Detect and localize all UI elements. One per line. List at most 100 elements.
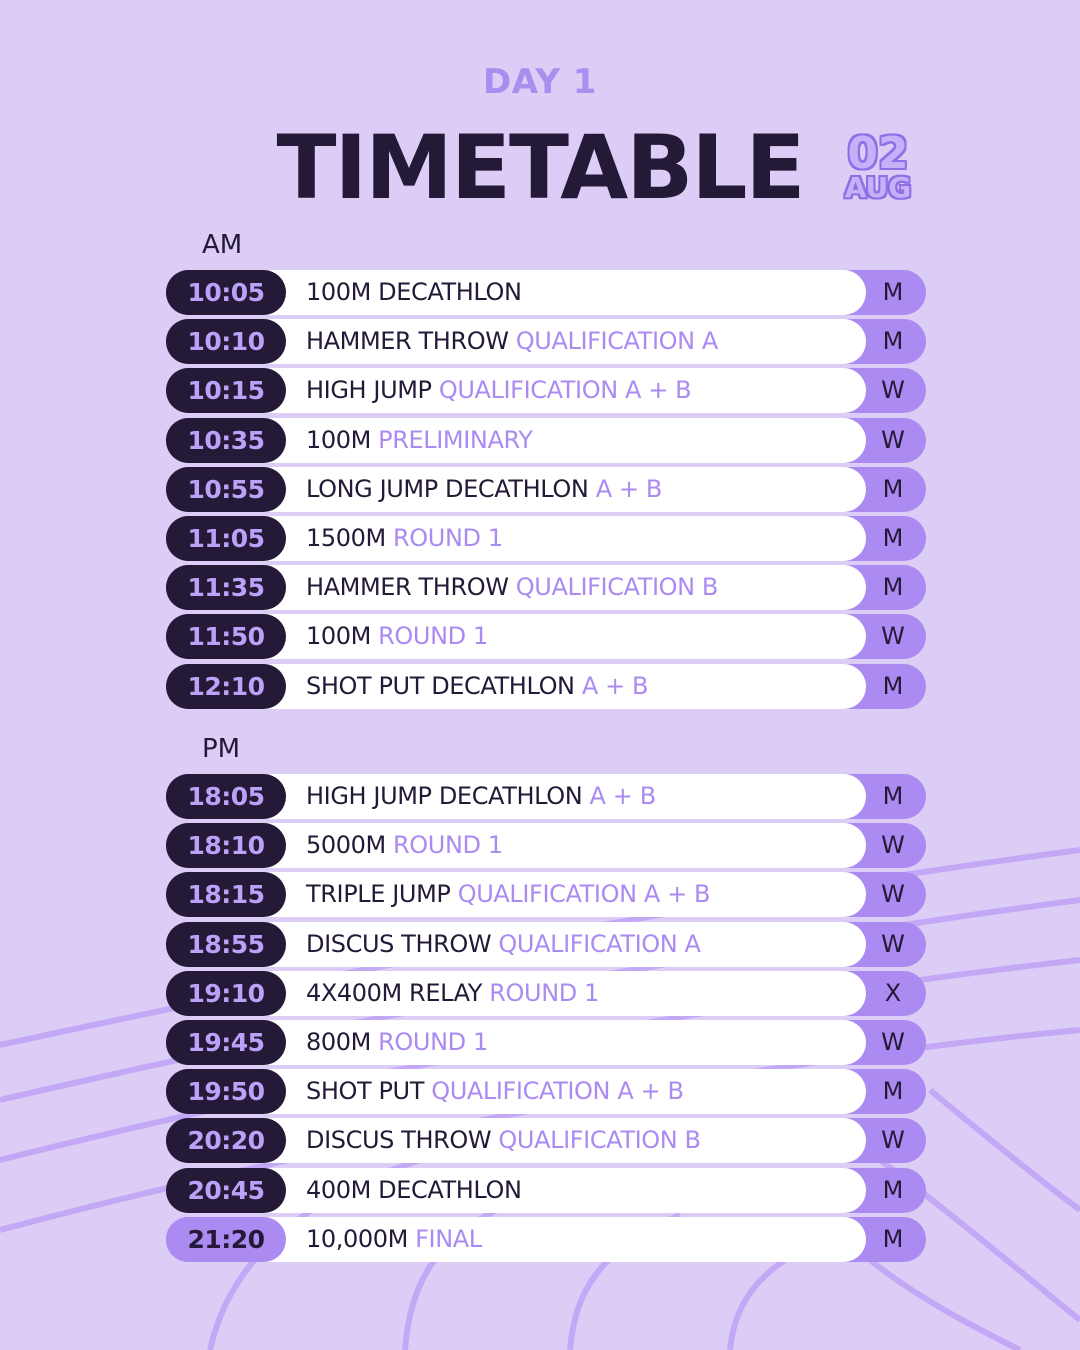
event-name: DISCUS THROW QUALIFICATION B [262,1118,866,1164]
event-time: 21:20 [166,1216,286,1262]
event-title: HAMMER THROW [306,573,509,602]
event-category: W [881,425,905,454]
event-time: 20:45 [166,1167,286,1213]
schedule-row: 10:55 LONG JUMP DECATHLON A + B M [166,466,926,512]
event-stage: QUALIFICATION A + B [438,376,692,405]
event-title: 10,000M [306,1224,408,1253]
event-title: HIGH JUMP DECATHLON [306,782,583,810]
event-name: 5000M ROUND 1 [262,823,866,869]
event-stage: A + B [581,671,649,700]
event-time: 10:10 [166,319,286,365]
event-time: 19:45 [166,1019,286,1065]
event-category: M [882,573,904,602]
event-title: 400M DECATHLON [306,1175,522,1204]
event-name: LONG JUMP DECATHLON A + B [262,466,866,512]
event-title: HIGH JUMP [306,376,432,405]
event-name: 800M ROUND 1 [262,1019,866,1065]
event-time: 12:10 [166,663,286,709]
event-stage: ROUND 1 [393,831,503,860]
event-category: M [882,1175,904,1204]
event-name: SHOT PUT DECATHLON A + B [262,663,866,709]
event-time: 10:15 [166,368,286,414]
am-section-label: AM [202,230,243,260]
event-stage: PRELIMINARY [378,425,533,454]
event-name: HIGH JUMP DECATHLON A + B [262,774,866,819]
event-stage: ROUND 1 [378,622,488,651]
event-category: W [881,376,905,405]
event-title: 5000M [306,831,386,860]
event-name: 400M DECATHLON [262,1167,866,1213]
event-title: 1500M [306,523,386,552]
event-name: 100M PRELIMINARY [262,417,866,463]
event-name: HAMMER THROW QUALIFICATION A [262,319,866,365]
event-name: HAMMER THROW QUALIFICATION B [262,565,866,611]
day-label: DAY 1 [483,62,597,102]
event-time: 20:20 [166,1118,286,1164]
event-time: 18:05 [166,774,286,819]
event-time: 10:55 [166,466,286,512]
event-category: M [882,278,904,306]
event-time: 18:15 [166,872,286,918]
event-title: SHOT PUT DECATHLON [306,671,575,700]
event-name: 100M ROUND 1 [262,614,866,660]
event-category: M [882,671,904,700]
event-stage: A + B [589,782,657,810]
event-name: HIGH JUMP QUALIFICATION A + B [262,368,866,414]
event-name: 100M DECATHLON [262,270,866,315]
event-title: 100M [306,622,371,651]
schedule-row: 10:05 100M DECATHLON M [166,270,926,315]
event-category: M [882,1224,904,1253]
event-name: 10,000M FINAL [262,1216,866,1262]
event-time: 11:50 [166,614,286,660]
event-category: M [882,782,904,810]
am-schedule-list: 10:05 100M DECATHLON M 10:10 HAMMER THROW QU… [166,270,926,713]
event-category: W [881,831,905,860]
event-title: SHOT PUT [306,1077,424,1106]
event-category: W [881,880,905,909]
event-category: W [881,1126,905,1155]
event-name: 4X400M RELAY ROUND 1 [262,970,866,1016]
event-time: 10:05 [166,270,286,315]
event-stage: ROUND 1 [393,523,503,552]
schedule-row: 20:20 DISCUS THROW QUALIFICATION B W [166,1118,926,1164]
event-title: DISCUS THROW [306,1126,492,1155]
event-title: DISCUS THROW [306,929,492,958]
event-stage: QUALIFICATION A + B [431,1077,684,1106]
event-time: 19:50 [166,1069,286,1115]
schedule-row: 20:45 400M DECATHLON M [166,1167,926,1213]
date-month: AUG [844,171,912,204]
event-name: DISCUS THROW QUALIFICATION A [262,921,866,967]
event-name: 1500M ROUND 1 [262,515,866,561]
event-time: 10:35 [166,417,286,463]
event-stage: ROUND 1 [378,1027,488,1056]
event-name: SHOT PUT QUALIFICATION A + B [262,1069,866,1115]
date-badge: 02 AUG [838,132,918,202]
event-category: X [884,978,902,1007]
event-stage: ROUND 1 [489,978,599,1007]
event-time: 11:05 [166,515,286,561]
event-title: TRIPLE JUMP [306,880,451,909]
event-category: M [882,523,904,552]
event-stage: A + B [595,474,663,503]
event-title: 100M DECATHLON [306,278,522,306]
event-time: 11:35 [166,565,286,611]
event-stage: QUALIFICATION B [515,573,719,602]
schedule-row: 21:20 10,000M FINAL M [166,1216,926,1262]
event-category: W [881,622,905,651]
event-time: 18:55 [166,921,286,967]
event-category: M [882,327,904,356]
pm-section-label: PM [202,734,241,764]
event-title: HAMMER THROW [306,327,509,356]
event-category: M [882,474,904,503]
event-title: 100M [306,425,371,454]
